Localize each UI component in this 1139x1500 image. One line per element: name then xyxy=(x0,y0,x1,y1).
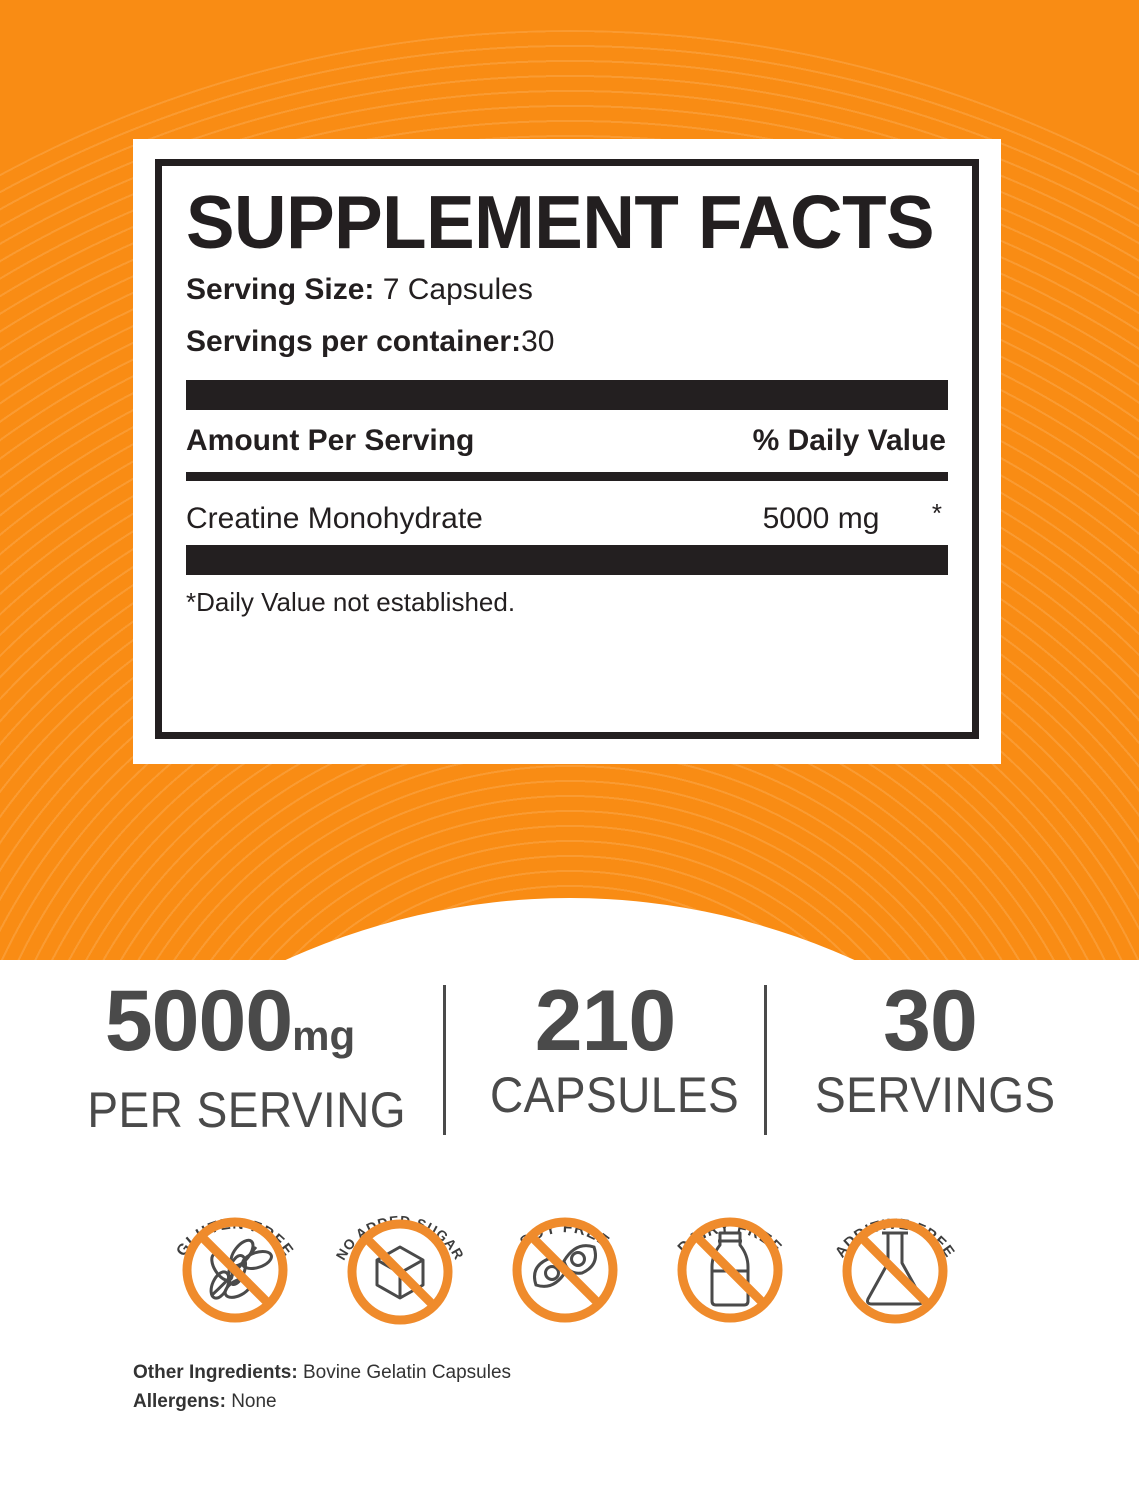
table-row: Creatine Monohydrate 5000 mg * xyxy=(186,481,948,543)
daily-value-footnote: *Daily Value not established. xyxy=(186,587,516,617)
nutrient-amount: 5000 mg xyxy=(762,502,880,535)
stat-per-serving: 5000mg PER SERVING xyxy=(75,973,407,1138)
badge-gluten-free: GLUTEN FREE xyxy=(160,1175,310,1325)
table-header-row: Amount Per Serving % Daily Value xyxy=(186,410,948,472)
allergens-label: Allergens: xyxy=(133,1391,226,1412)
footer-black-bar xyxy=(186,545,948,575)
stat-divider-1 xyxy=(443,985,446,1135)
supplement-facts-card: SUPPLEMENT FACTS Serving Size: 7 Capsule… xyxy=(133,139,1001,764)
product-stats-row: 5000mg PER SERVING 210 CAPSULES 30 SERVI… xyxy=(0,975,1139,1140)
badge-additive-free: ADDITIVE FREE xyxy=(820,1175,970,1325)
stat-per-serving-number: 5000mg xyxy=(104,973,356,1069)
stat-capsules-number: 210 xyxy=(534,973,677,1069)
header-black-bar xyxy=(186,380,948,410)
stat-servings: 30 SERVINGS xyxy=(805,975,1055,1123)
supplement-facts-border-box: SUPPLEMENT FACTS Serving Size: 7 Capsule… xyxy=(155,159,979,739)
nutrient-name: Creatine Monohydrate xyxy=(186,502,483,535)
column-header-daily-value: % Daily Value xyxy=(752,424,946,457)
header-underline-rule xyxy=(186,472,948,481)
stat-capsules: 210 CAPSULES xyxy=(480,973,740,1123)
other-ingredients-value: Bovine Gelatin Capsules xyxy=(302,1362,512,1383)
stat-servings-number: 30 xyxy=(883,973,978,1069)
servings-per-container-line: Servings per container:30 xyxy=(186,316,948,368)
badge-soy-free: SOY FREE xyxy=(490,1175,640,1325)
stat-per-serving-label: PER SERVING xyxy=(87,1082,407,1138)
other-ingredients-line: Other Ingredients: Bovine Gelatin Capsul… xyxy=(133,1358,511,1387)
serving-size-line: Serving Size: 7 Capsules xyxy=(186,264,948,316)
allergens-line: Allergens: None xyxy=(133,1387,511,1416)
stat-divider-2 xyxy=(764,985,767,1135)
stat-per-serving-unit: mg xyxy=(292,1012,356,1059)
servings-per-container-value: 30 xyxy=(521,325,555,358)
supplement-facts-title: SUPPLEMENT FACTS xyxy=(186,180,935,264)
column-header-amount: Amount Per Serving xyxy=(186,424,475,457)
stat-servings-label: SERVINGS xyxy=(815,1067,1056,1123)
other-ingredients-label: Other Ingredients: xyxy=(133,1362,298,1383)
serving-size-value: 7 Capsules xyxy=(382,273,533,306)
allergens-value: None xyxy=(231,1391,277,1412)
certification-badges-row: GLUTEN FREE NO ADDED SUGAR xyxy=(0,1175,1139,1325)
servings-per-container-label: Servings per container: xyxy=(186,325,522,358)
footer-text-block: Other Ingredients: Bovine Gelatin Capsul… xyxy=(133,1358,511,1416)
badge-no-added-sugar: NO ADDED SUGAR xyxy=(325,1175,475,1325)
nutrient-daily-value: * xyxy=(931,498,942,528)
badge-dairy-free: DAIRY FREE xyxy=(655,1175,805,1325)
serving-size-label: Serving Size: xyxy=(186,273,375,306)
stat-capsules-label: CAPSULES xyxy=(490,1067,740,1123)
